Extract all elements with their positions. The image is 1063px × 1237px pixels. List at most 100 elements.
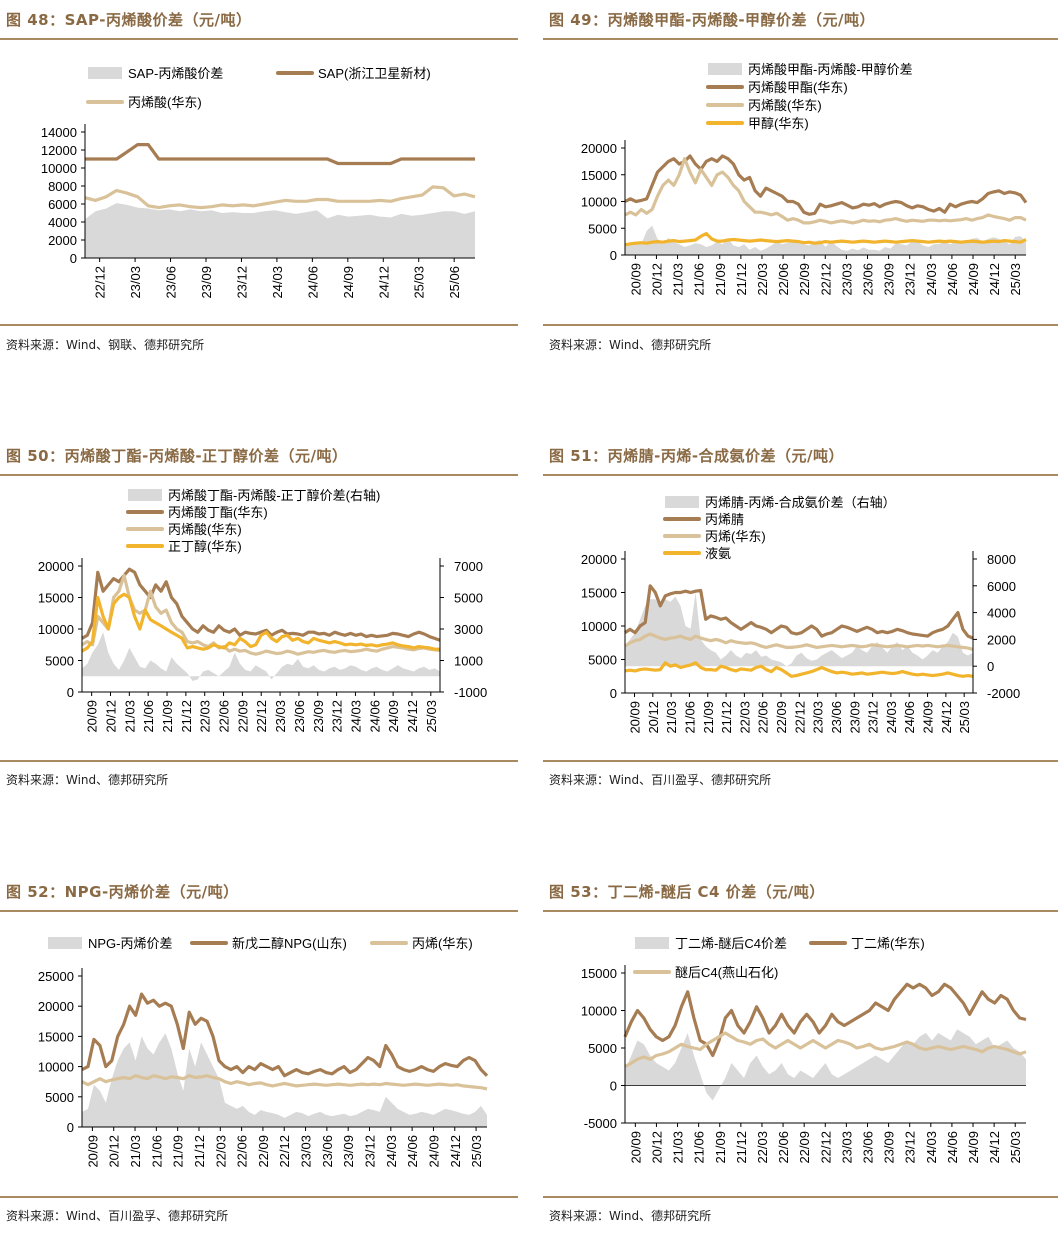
- y-tick-label: 8000: [48, 179, 77, 194]
- x-tick-label: 21/03: [128, 1135, 143, 1168]
- x-tick-label: 21/09: [171, 1135, 186, 1168]
- legend-swatch-area: [665, 496, 699, 508]
- series-line: [624, 157, 1027, 225]
- series-line: [623, 982, 1027, 1058]
- x-tick-label: 24/03: [384, 1135, 399, 1168]
- legend-swatch-area: [708, 63, 742, 75]
- series-area: [82, 632, 440, 681]
- x-tick-label: 22/12: [93, 266, 108, 299]
- legend-label: 丙烯腈-丙烯-合成氨价差（右轴）: [705, 495, 896, 510]
- figure-48-title-rule: [0, 38, 518, 40]
- x-tick-label: 25/03: [1008, 1131, 1023, 1164]
- x-tick-label: 25/03: [1008, 263, 1023, 296]
- x-tick-label: 22/06: [217, 700, 232, 733]
- x-tick-label: 22/12: [254, 700, 269, 733]
- x-tick-label: 20/09: [85, 700, 100, 733]
- legend-label: 丙烯酸甲酯(华东): [748, 80, 848, 95]
- y-right-tick-label: 1000: [454, 654, 483, 669]
- series-line: [84, 185, 476, 210]
- figure-50-chart: 丙烯酸丁酯-丙烯酸-正丁醇价差(右轴) 丙烯酸丁酯(华东) 丙烯酸(华东) 正丁醇(华…: [38, 488, 487, 733]
- y-tick-label: 14000: [41, 125, 77, 140]
- x-tick-label: 21/03: [671, 263, 686, 296]
- x-tick-label: 24/09: [341, 266, 356, 299]
- y-tick-label: 5000: [45, 1090, 74, 1105]
- x-tick-label: 21/06: [149, 1135, 164, 1168]
- x-tick-label: 22/09: [797, 1131, 812, 1164]
- x-tick-label: 24/09: [386, 700, 401, 733]
- legend-label: 丙烯腈: [705, 512, 744, 527]
- x-tick-label: 20/12: [103, 700, 118, 733]
- figure-52-title-rule: [0, 910, 518, 912]
- series-line: [624, 632, 974, 651]
- x-tick-label: 23/06: [292, 700, 307, 733]
- x-tick-label: 23/09: [882, 1131, 897, 1164]
- x-tick-label: 23/12: [330, 700, 345, 733]
- y-right-tick-label: 0: [987, 659, 994, 674]
- y-right-tick-label: 6000: [987, 579, 1016, 594]
- series-area: [625, 1029, 1026, 1101]
- y-right-tick-label: 3000: [454, 622, 483, 637]
- figure-53-source-rule: [543, 1196, 1058, 1198]
- figure-52-chart: NPG-丙烯价差 新戊二醇NPG(山东) 丙烯(华东) 0 5000 10000 15000…: [38, 936, 489, 1168]
- x-tick-label: 24/09: [426, 1135, 441, 1168]
- x-tick-label: 23/03: [811, 701, 826, 734]
- x-tick-label: 22/12: [277, 1135, 292, 1168]
- figure-51-panel: 图 51：丙烯腈-丙烯-合成氨价差（元/吨） 丙烯腈-丙烯-合成氨价差（右轴） 丙…: [543, 436, 1058, 836]
- legend-label: 丙烯酸丁酯-丙烯酸-正丁醇价差(右轴): [168, 488, 380, 503]
- x-tick-label: 21/06: [141, 700, 156, 733]
- figure-51-source: 资料来源：Wind、百川盈孚、德邦研究所: [549, 773, 772, 787]
- series-line: [81, 1074, 488, 1091]
- x-tick-label: 20/12: [646, 701, 661, 734]
- figure-53-source: 资料来源：Wind、德邦研究所: [549, 1209, 712, 1223]
- legend-label: SAP-丙烯酸价差: [128, 66, 223, 81]
- x-tick-label: 22/09: [256, 1135, 271, 1168]
- y-tick-label: 0: [610, 686, 617, 701]
- y-tick-label: 10000: [41, 161, 77, 176]
- x-tick-label: 21/03: [671, 1131, 686, 1164]
- x-tick-label: 24/03: [924, 1131, 939, 1164]
- x-tick-label: 20/09: [628, 263, 643, 296]
- x-tick-label: 22/12: [792, 701, 807, 734]
- y-tick-label: 6000: [48, 197, 77, 212]
- x-tick-label: 24/06: [945, 1131, 960, 1164]
- figure-53-chart: 丁二烯-醚后C4价差 丁二烯(华东) 醚后C4(燕山石化) -5000 0 5000 100…: [581, 936, 1027, 1164]
- x-tick-label: 20/09: [628, 1131, 643, 1164]
- x-tick-label: 23/12: [363, 1135, 378, 1168]
- x-tick-label: 24/03: [348, 700, 363, 733]
- figure-48-source: 资料来源：Wind、钢联、德邦研究所: [6, 338, 205, 352]
- figure-52-title: 图 52：NPG-丙烯价差（元/吨）: [6, 883, 239, 901]
- x-tick-label: 23/06: [860, 263, 875, 296]
- y-tick-label: 0: [67, 1120, 74, 1135]
- y-right-tick-label: 4000: [987, 606, 1016, 621]
- y-right-tick-label: -1000: [454, 685, 487, 700]
- legend-label: 丙烯(华东): [412, 936, 473, 951]
- y-tick-label: 15000: [581, 966, 617, 981]
- x-tick-label: 22/06: [756, 701, 771, 734]
- x-tick-label: 24/12: [939, 701, 954, 734]
- x-tick-label: 24/12: [376, 266, 391, 299]
- legend-label: 甲醇(华东): [748, 116, 809, 131]
- x-tick-label: 24/06: [405, 1135, 420, 1168]
- x-tick-label: 21/03: [664, 701, 679, 734]
- series-line: [624, 1031, 1027, 1069]
- x-tick-label: 23/09: [847, 701, 862, 734]
- series-line: [81, 567, 441, 642]
- x-tick-label: 24/09: [921, 701, 936, 734]
- figure-49-panel: 图 49：丙烯酸甲酯-丙烯酸-甲醇价差（元/吨） 丙烯酸甲酯-丙烯酸-甲醇价差丙…: [543, 0, 1058, 400]
- x-tick-label: 23/12: [903, 1131, 918, 1164]
- x-tick-label: 25/03: [469, 1135, 484, 1168]
- series-line: [624, 232, 1027, 247]
- x-tick-label: 20/12: [649, 1131, 664, 1164]
- x-tick-label: 22/06: [776, 1131, 791, 1164]
- figure-53-title-rule: [543, 910, 1058, 912]
- x-tick-label: 24/03: [924, 263, 939, 296]
- figure-49-title: 图 49：丙烯酸甲酯-丙烯酸-甲醇价差（元/吨）: [549, 11, 876, 29]
- x-tick-label: 22/12: [818, 263, 833, 296]
- legend-label: 丙烯酸(华东): [168, 522, 242, 537]
- legend-label: 丙烯酸甲酯-丙烯酸-甲醇价差: [748, 62, 913, 77]
- x-tick-label: 25/06: [447, 266, 462, 299]
- y-tick-label: 15000: [581, 168, 617, 183]
- legend-label: 丙烯酸丁酯(华东): [168, 505, 268, 520]
- figure-51-title: 图 51：丙烯腈-丙烯-合成氨价差（元/吨）: [549, 447, 845, 465]
